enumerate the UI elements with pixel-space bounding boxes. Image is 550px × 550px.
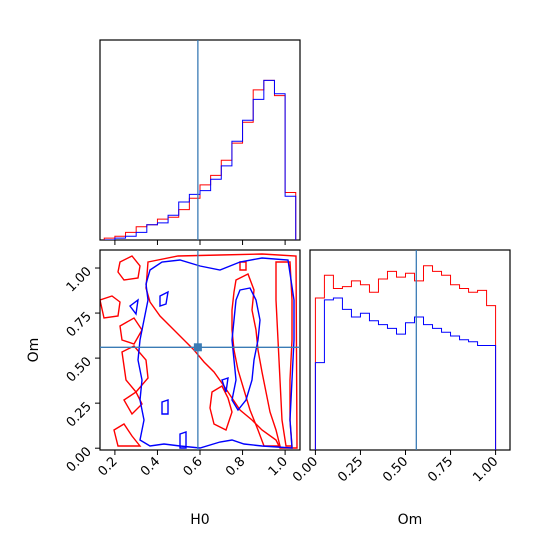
y-tick-label-om: 0.75 (64, 309, 95, 340)
y-tick-label-om: 0.50 (64, 354, 95, 385)
om-histogram-red (314, 265, 497, 450)
x-tick-label-om: 0.75 (425, 454, 456, 485)
contour-ticks: 0.2 0.4 0.6 0.8 1.0 0.00 0.25 0.50 0.75 1.00 (64, 264, 291, 479)
x-axis-label-h0: H0 (190, 512, 209, 528)
x-tick-label-om: 1.00 (470, 454, 501, 485)
contour-series (100, 253, 298, 449)
contour-red-left-top (117, 255, 141, 281)
truth-markers (100, 40, 417, 450)
contour-red-mid-blob (209, 385, 233, 431)
h0-histogram-ticks (114, 240, 286, 245)
h0-histogram-frame (99, 39, 301, 241)
om-histogram-frame (309, 249, 511, 451)
y-tick-label-om: 0.25 (64, 399, 95, 430)
y-tick-label-om: 1.00 (64, 264, 95, 295)
y-axis-label-om: Om (26, 338, 42, 363)
om-histogram-blue (314, 297, 497, 450)
x-tick-label-h0: 0.6 (181, 454, 206, 479)
contour-blue-inner-4 (161, 399, 169, 415)
contour-red-left-5 (113, 423, 142, 447)
contour-blue-inner-3 (129, 298, 139, 316)
x-tick-label-h0: 0.8 (223, 454, 248, 479)
contour-blue-inner-5 (221, 376, 229, 393)
x-tick-label-om: 0.00 (290, 454, 321, 485)
om-histogram-series (314, 265, 497, 450)
x-tick-label-h0: 0.4 (138, 454, 163, 479)
x-tick-label-om: 0.25 (335, 454, 366, 485)
contour-blue-inner-2 (159, 290, 169, 307)
h0-histogram-panel (99, 39, 301, 245)
truth-point (193, 343, 202, 352)
contour-blue-inner-6 (179, 431, 187, 449)
contour-red-left-1 (100, 295, 121, 319)
contour-blue-inner-1 (231, 287, 261, 412)
om-histogram-ticks: 0.00 0.25 0.50 0.75 1.00 (290, 450, 501, 485)
h0-om-contour-panel: 0.2 0.4 0.6 0.8 1.0 0.00 0.25 0.50 0.75 1.00 H0 O… (26, 249, 301, 528)
contour-red-left-3 (121, 345, 149, 394)
contour-blue-outer (137, 257, 295, 449)
contour-blue (129, 257, 295, 449)
x-tick-label-om: 0.50 (380, 454, 411, 485)
contour-red-outer (145, 253, 298, 449)
h0-histogram-red (103, 79, 297, 240)
contour-red-small (239, 261, 247, 271)
x-tick-label-h0: 1.0 (266, 454, 291, 479)
h0-histogram-blue (104, 79, 297, 240)
h0-histogram-series (103, 79, 297, 240)
x-tick-label-h0: 0.2 (95, 454, 120, 479)
contour-red-left-2 (119, 317, 143, 345)
om-histogram-panel: 0.00 0.25 0.50 0.75 1.00 Om (290, 249, 511, 528)
contour-red-left-4 (123, 390, 143, 416)
y-tick-label-om: 0.00 (64, 444, 95, 475)
x-axis-label-om: Om (398, 512, 423, 528)
